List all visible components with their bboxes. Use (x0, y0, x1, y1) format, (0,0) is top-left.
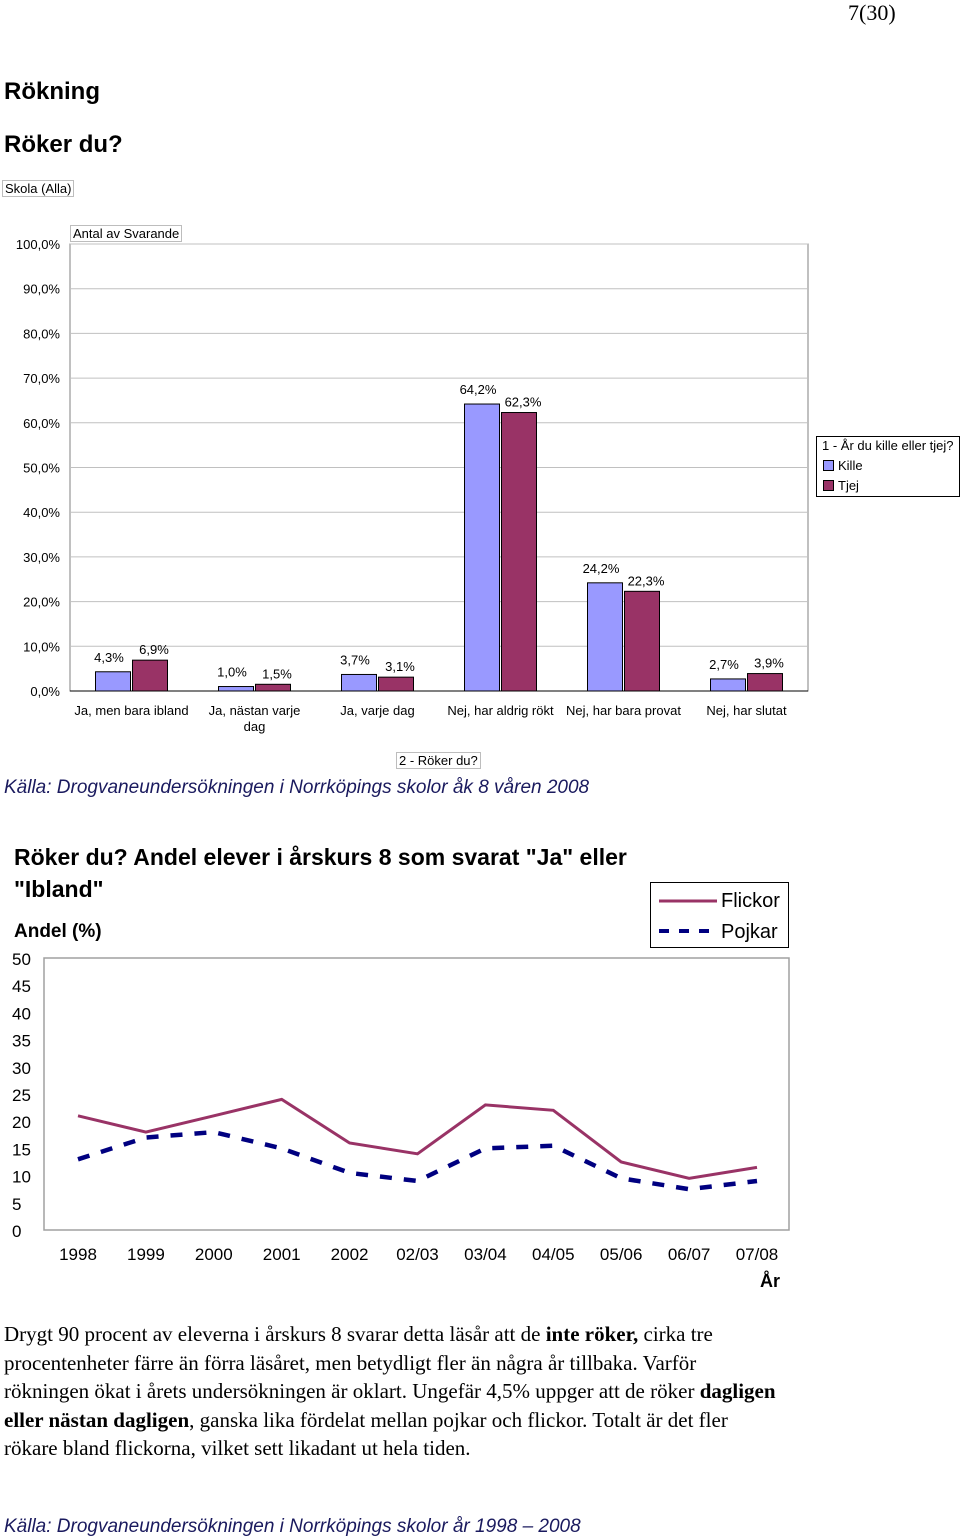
line-chart-title: Röker du? Andel elever i årskurs 8 som s… (14, 844, 627, 902)
data-label: 64,2% (460, 382, 497, 397)
x-tick-label: 1998 (59, 1245, 97, 1264)
category-label: Nej, har bara provat (566, 703, 681, 718)
y-tick-label: 40,0% (23, 505, 60, 520)
category-label: Nej, har aldrig rökt (447, 703, 554, 718)
x-tick-label: 1999 (127, 1245, 165, 1264)
data-label: 62,3% (505, 395, 542, 410)
data-label: 24,2% (583, 561, 620, 576)
data-label: 4,3% (94, 650, 124, 665)
y-tick-label: 0,0% (30, 684, 60, 699)
bar-kille (218, 686, 254, 692)
x-tick-label: 06/07 (668, 1245, 711, 1264)
y-tick-label: 100,0% (16, 237, 61, 252)
x-axis-title: År (760, 1271, 780, 1291)
x-tick-label: 02/03 (396, 1245, 439, 1264)
x-tick-label: 05/06 (600, 1245, 643, 1264)
y-tick-label: 30,0% (23, 550, 60, 565)
page-number: 7(30) (848, 0, 896, 25)
pivot-filter-button[interactable]: Skola (Alla) (2, 180, 75, 197)
legend-swatch-kille (823, 460, 834, 471)
bar-tjej (132, 659, 168, 692)
legend-label-kille: Kille (838, 458, 863, 473)
x-tick-label: 2000 (195, 1245, 233, 1264)
data-label: 6,9% (139, 642, 169, 657)
bar-tjej (378, 676, 414, 692)
bar-kille (587, 582, 623, 692)
line-chart-legend: Flickor Pojkar (650, 882, 789, 948)
bar-kille (95, 671, 131, 692)
series-line-flickor (77, 1097, 758, 1180)
x-tick-label: 2001 (263, 1245, 301, 1264)
y-tick-label: 35 (12, 1032, 31, 1051)
y-tick-label: 90,0% (23, 282, 60, 297)
bar-chart-legend: 1 - År du kille eller tjej? Kille Tjej (816, 436, 960, 497)
bar-chart: 0,0% 10,0% 20,0% 30,0% 40,0% 50,0% 60,0% 70,0% 8… (16, 237, 809, 734)
y-tick-label: 20 (12, 1113, 31, 1132)
y-tick-label: 60,0% (23, 416, 60, 431)
legend-title[interactable]: 1 - År du kille eller tjej? (822, 438, 954, 453)
x-tick-label: 04/05 (532, 1245, 575, 1264)
bar-tjej (624, 590, 660, 692)
source-note-1: Källa: Drogvaneundersökningen i Norrköpi… (4, 777, 590, 798)
y-tick-label: 50,0% (23, 461, 60, 476)
line-chart: 0 5 10 15 20 25 30 35 40 45 50 1998 1999 2000 2001 2002… (12, 950, 790, 1291)
section-title: Rökning (4, 78, 100, 105)
y-tick-label: 25 (12, 1086, 31, 1105)
body-paragraph: Drygt 90 procent av eleverna i årskurs 8… (4, 1322, 776, 1461)
x-tick-label: 07/08 (736, 1245, 779, 1264)
bar-tjej (501, 412, 537, 692)
bar-kille (341, 673, 377, 692)
data-label: 22,3% (628, 573, 665, 588)
bar-kille (464, 403, 500, 692)
y-tick-label: 10,0% (23, 639, 60, 654)
source-note-2: Källa: Drogvaneundersökningen i Norrköpi… (4, 1516, 581, 1537)
data-label: 3,1% (385, 659, 415, 674)
category-label: dag (244, 719, 266, 734)
legend-item-tjej: Tjej (823, 478, 859, 494)
y-tick-label: 5 (12, 1195, 21, 1214)
plot-area (43, 957, 790, 1231)
y-tick-label: 45 (12, 977, 31, 996)
y-tick-label: 50 (12, 950, 31, 969)
data-label: 1,0% (217, 665, 247, 680)
category-label: Ja, varje dag (340, 703, 414, 718)
question-title: Röker du? (4, 131, 123, 158)
y-tick-label: 0 (12, 1222, 21, 1241)
category-label: Nej, har slutat (706, 703, 787, 718)
y-tick-label: 40 (12, 1004, 31, 1023)
legend-item-kille: Kille (823, 458, 863, 474)
category-label: Ja, men bara ibland (74, 703, 188, 718)
line-chart-ylabel: Andel (%) (14, 921, 102, 942)
data-label: 2,7% (709, 657, 739, 672)
legend-swatch-tjej (823, 480, 834, 491)
y-tick-label: 80,0% (23, 326, 60, 341)
pivot-data-field[interactable]: Antal av Svarande (70, 225, 183, 242)
bar-kille (710, 678, 746, 692)
x-tick-label: 2002 (331, 1245, 369, 1264)
y-tick-label: 70,0% (23, 371, 60, 386)
category-label: Ja, nästan varje (209, 703, 301, 718)
bar-tjej (255, 683, 291, 692)
y-tick-label: 30 (12, 1059, 31, 1078)
legend-label-pojkar: Pojkar (721, 921, 778, 943)
y-tick-label: 15 (12, 1140, 31, 1159)
legend-label-flickor: Flickor (721, 890, 780, 912)
data-label: 3,9% (754, 656, 784, 671)
legend-label-tjej: Tjej (838, 478, 859, 493)
data-label: 1,5% (262, 666, 292, 681)
axis-field-button[interactable]: 2 - Röker du? (396, 752, 481, 769)
y-tick-label: 10 (12, 1168, 31, 1187)
data-label: 3,7% (340, 652, 370, 667)
bar-tjej (747, 673, 783, 692)
y-tick-label: 20,0% (23, 595, 60, 610)
x-tick-label: 03/04 (464, 1245, 507, 1264)
